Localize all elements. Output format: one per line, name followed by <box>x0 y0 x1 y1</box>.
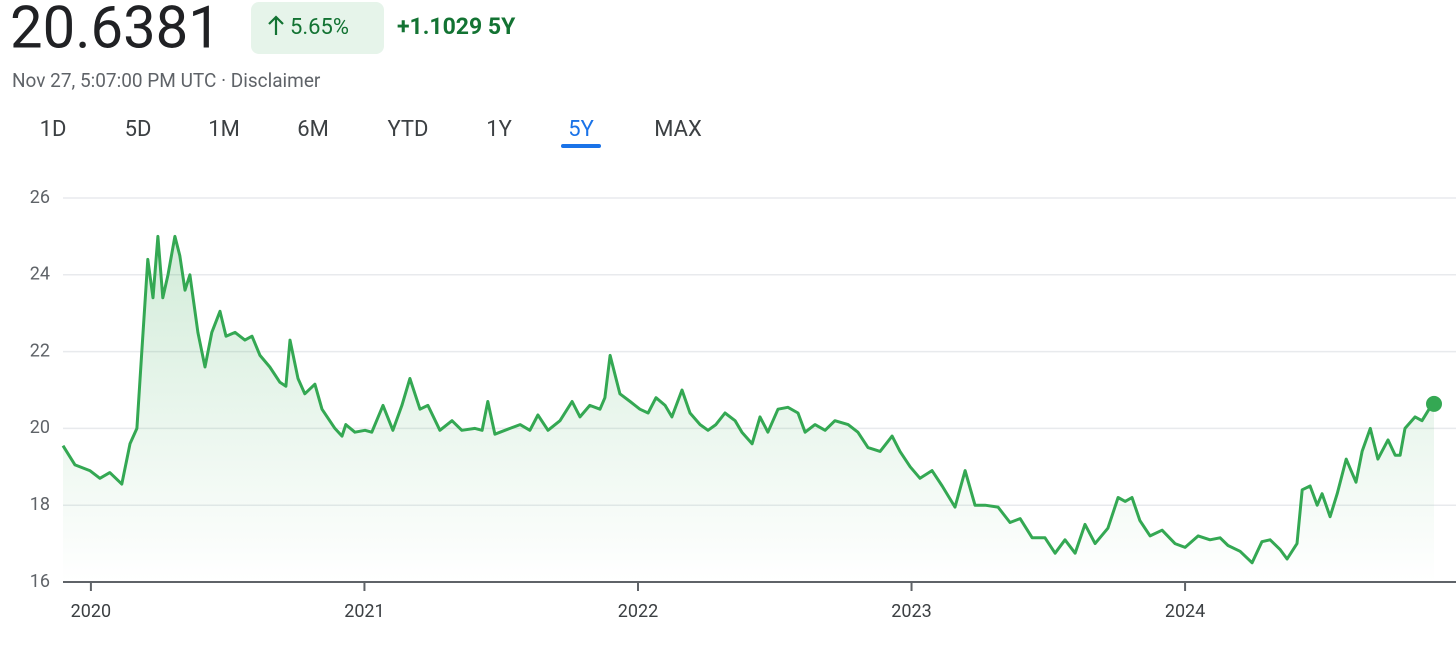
timestamp: Nov 27, 5:07:00 PM UTC <box>12 69 216 92</box>
up-arrow <box>268 15 284 35</box>
range-tab[interactable]: MAX <box>654 117 702 142</box>
range-tab[interactable]: YTD <box>388 117 429 142</box>
disclaimer-link[interactable]: Disclaimer <box>231 69 321 92</box>
x-tick-label: 2021 <box>344 601 384 622</box>
y-tick-label: 20 <box>30 417 50 438</box>
range-tab[interactable]: 6M <box>297 117 329 142</box>
area <box>63 236 1434 582</box>
last-point <box>1426 395 1442 412</box>
y-tick-label: 18 <box>30 494 50 515</box>
change-value: +1.1029 <box>397 13 482 40</box>
change-absolute: +1.1029 5Y <box>397 13 516 40</box>
x-tick-label: 2020 <box>71 601 111 622</box>
y-tick-label: 26 <box>30 187 50 208</box>
separator: · <box>221 69 226 92</box>
timestamp-line: Nov 27, 5:07:00 PM UTC · Disclaimer <box>12 69 321 92</box>
y-tick-label: 16 <box>30 571 50 592</box>
x-tick-label: 2023 <box>891 601 931 622</box>
range-tabs: 1D 5D 1M 6M YTD 1Y 5Y MAX <box>40 117 702 148</box>
y-tick-label: 22 <box>30 340 50 361</box>
range-tab[interactable]: 1D <box>40 117 67 142</box>
change-badge <box>251 2 384 54</box>
price-line <box>61 234 1436 565</box>
range-tab[interactable]: 1Y <box>486 117 512 142</box>
x-tick-label: 2024 <box>1165 601 1205 622</box>
tab-underline <box>561 144 601 148</box>
price: 20.6381 <box>10 0 221 62</box>
x-tick-label: 2022 <box>618 601 658 622</box>
y-tick-label: 24 <box>30 264 50 285</box>
range-tab[interactable]: 5Y <box>568 117 594 142</box>
change-period: 5Y <box>488 13 516 40</box>
change-percent: 5.65% <box>290 15 349 40</box>
range-tab[interactable]: 1M <box>208 117 240 142</box>
range-tab[interactable]: 5D <box>125 117 152 142</box>
